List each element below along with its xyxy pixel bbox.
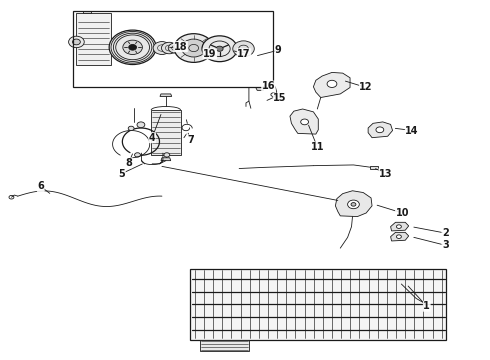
Polygon shape <box>391 232 409 241</box>
Text: 12: 12 <box>360 82 373 93</box>
Text: 9: 9 <box>275 45 282 55</box>
Bar <box>73 11 273 87</box>
Circle shape <box>135 153 141 157</box>
Circle shape <box>396 235 401 238</box>
Text: 1: 1 <box>423 301 430 311</box>
Polygon shape <box>200 339 249 351</box>
Circle shape <box>123 40 143 54</box>
Polygon shape <box>83 11 91 13</box>
Text: 19: 19 <box>203 49 217 59</box>
Polygon shape <box>151 110 180 155</box>
Text: 5: 5 <box>119 168 125 179</box>
Polygon shape <box>160 94 172 96</box>
Circle shape <box>128 126 134 131</box>
Circle shape <box>301 119 309 125</box>
Circle shape <box>216 46 223 51</box>
Text: 15: 15 <box>273 93 287 103</box>
Text: 10: 10 <box>395 208 409 218</box>
Circle shape <box>73 39 80 45</box>
Text: 16: 16 <box>262 81 275 91</box>
Polygon shape <box>368 122 392 138</box>
Polygon shape <box>391 222 409 231</box>
Circle shape <box>202 36 237 62</box>
Circle shape <box>137 122 145 128</box>
Circle shape <box>174 34 213 62</box>
Circle shape <box>181 39 206 57</box>
Text: 6: 6 <box>37 181 44 192</box>
Circle shape <box>347 200 359 209</box>
Circle shape <box>376 127 384 133</box>
Circle shape <box>153 41 171 54</box>
Polygon shape <box>369 166 378 169</box>
Text: 3: 3 <box>442 240 449 250</box>
Polygon shape <box>256 87 264 90</box>
Text: 7: 7 <box>187 135 194 145</box>
Polygon shape <box>314 72 350 98</box>
Polygon shape <box>290 109 318 134</box>
Polygon shape <box>76 13 111 65</box>
Circle shape <box>233 41 254 57</box>
Text: 14: 14 <box>405 126 419 135</box>
Polygon shape <box>190 269 446 339</box>
Text: 17: 17 <box>237 49 251 59</box>
Text: 13: 13 <box>379 168 392 179</box>
Circle shape <box>129 44 137 50</box>
Circle shape <box>109 30 156 64</box>
Circle shape <box>327 80 337 87</box>
Text: 2: 2 <box>442 228 449 238</box>
Polygon shape <box>161 158 171 161</box>
Text: 4: 4 <box>149 133 155 143</box>
Circle shape <box>168 43 182 53</box>
Circle shape <box>69 36 84 48</box>
Text: 8: 8 <box>125 158 132 168</box>
Circle shape <box>161 42 177 54</box>
Text: 11: 11 <box>311 142 324 152</box>
Circle shape <box>396 225 401 228</box>
Text: 18: 18 <box>173 42 187 51</box>
Polygon shape <box>335 191 372 217</box>
Circle shape <box>164 153 170 157</box>
Circle shape <box>351 203 356 206</box>
